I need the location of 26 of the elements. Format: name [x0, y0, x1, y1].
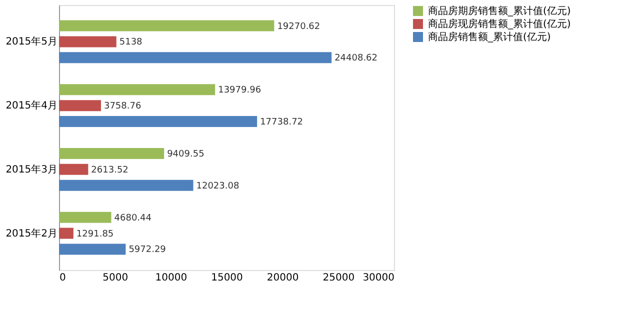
legend-label: 商品房销售额_累计值(亿元) [428, 31, 551, 43]
legend-label: 商品房现房销售额_累计值(亿元) [428, 18, 571, 30]
data-label: 24408.62 [334, 54, 378, 64]
y-tick-label: 2015年3月 [6, 163, 58, 176]
data-label: 13979.96 [218, 86, 262, 96]
y-tick-label: 2015年4月 [6, 100, 58, 112]
data-label: 1291.85 [76, 229, 114, 240]
data-label: 12023.08 [196, 181, 240, 192]
x-tick-label: 30000 [362, 272, 394, 284]
legend-label: 商品房期房销售额_累计值(亿元) [428, 5, 571, 17]
y-tick-label: 2015年5月 [6, 36, 58, 48]
x-tick-label: 10000 [155, 272, 188, 284]
x-tick-label: 5000 [102, 272, 128, 284]
data-label: 5138 [119, 38, 143, 48]
x-tick-label: 20000 [266, 272, 299, 284]
y-tick-label: 2015年2月 [6, 227, 58, 240]
x-tick-label: 15000 [211, 272, 243, 284]
data-label: 5972.29 [128, 245, 166, 256]
data-label: 19270.62 [277, 22, 320, 32]
x-tick-label: 0 [60, 272, 66, 284]
data-label: 4680.44 [114, 213, 152, 224]
data-label: 2613.52 [91, 165, 128, 176]
data-label: 17738.72 [260, 118, 304, 128]
data-label: 3758.76 [104, 102, 142, 112]
data-label: 9409.55 [167, 149, 204, 160]
x-tick-label: 25000 [322, 272, 355, 284]
